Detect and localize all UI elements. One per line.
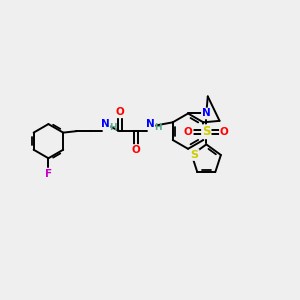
- Text: O: O: [116, 107, 124, 117]
- Text: S: S: [191, 150, 199, 160]
- Text: N: N: [202, 109, 211, 118]
- Text: H: H: [109, 123, 117, 132]
- Text: H: H: [154, 123, 161, 132]
- Text: O: O: [220, 127, 229, 137]
- Text: S: S: [202, 125, 211, 138]
- Text: O: O: [184, 127, 193, 137]
- Text: F: F: [45, 169, 52, 178]
- Text: N: N: [146, 119, 154, 129]
- Text: O: O: [132, 145, 140, 155]
- Text: N: N: [101, 119, 110, 129]
